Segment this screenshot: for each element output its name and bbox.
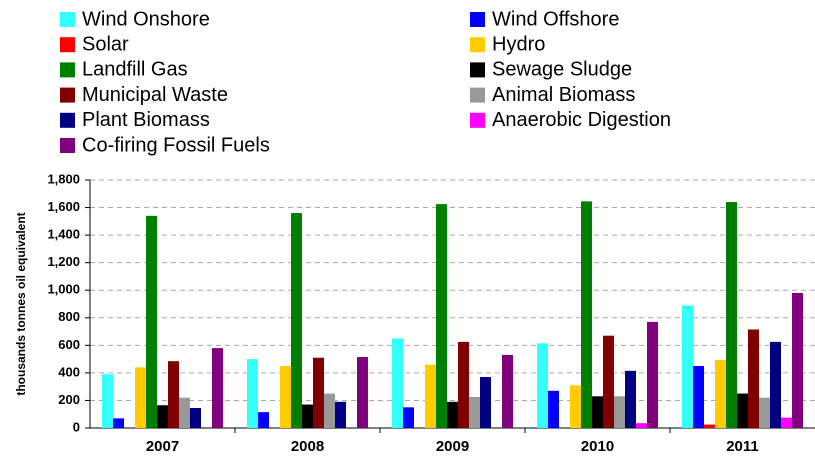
bar xyxy=(146,215,157,428)
legend-label: Wind Onshore xyxy=(82,8,210,30)
bar xyxy=(113,418,124,428)
y-tick-label: 1,600 xyxy=(47,199,80,214)
bar xyxy=(157,405,168,428)
bar xyxy=(715,359,726,428)
bar xyxy=(570,385,581,428)
bar xyxy=(179,397,190,428)
bar xyxy=(168,361,179,428)
legend-swatch xyxy=(470,37,485,53)
bar xyxy=(247,359,258,428)
legend-label: Wind Offshore xyxy=(492,8,619,30)
bar xyxy=(625,370,636,428)
bar xyxy=(425,364,436,428)
legend-swatch xyxy=(60,138,75,153)
bar xyxy=(324,393,335,428)
bar xyxy=(480,377,491,428)
legend-swatch xyxy=(60,62,75,78)
bar xyxy=(135,367,146,428)
bar xyxy=(614,396,625,428)
x-tick-label: 2011 xyxy=(726,438,759,455)
bar xyxy=(502,354,513,428)
bar xyxy=(682,305,693,428)
y-tick-label: 1,400 xyxy=(47,227,80,242)
bar xyxy=(548,390,559,428)
bar xyxy=(603,335,614,428)
bar xyxy=(693,366,704,428)
bar xyxy=(759,397,770,428)
bar xyxy=(581,201,592,428)
bar xyxy=(792,292,803,428)
bar xyxy=(357,357,368,428)
legend-label: Solar xyxy=(82,33,129,55)
bar xyxy=(469,397,480,428)
legend-label: Hydro xyxy=(492,33,545,55)
bar xyxy=(726,202,737,428)
y-tick-label: 1,200 xyxy=(47,254,80,269)
y-tick-label: 800 xyxy=(58,309,80,324)
legend-label: Municipal Waste xyxy=(82,84,228,106)
y-tick-label: 1,000 xyxy=(47,282,80,297)
legend-swatch xyxy=(470,62,485,78)
legend-label: Animal Biomass xyxy=(492,84,635,106)
bar xyxy=(302,404,313,428)
bar xyxy=(280,366,291,428)
legend-swatch xyxy=(60,12,75,27)
bar xyxy=(770,341,781,428)
legend-swatch xyxy=(60,112,75,128)
x-tick-label: 2009 xyxy=(436,438,469,455)
legend-swatch xyxy=(470,87,485,103)
bar xyxy=(436,204,447,428)
bar xyxy=(403,407,414,428)
y-tick-label: 200 xyxy=(58,392,80,407)
y-tick-label: 400 xyxy=(58,364,80,379)
bar xyxy=(190,408,201,428)
bar xyxy=(291,213,302,428)
legend-label: Landfill Gas xyxy=(82,59,188,81)
bar xyxy=(704,424,715,428)
legend-label: Co-firing Fossil Fuels xyxy=(82,134,270,156)
y-tick-label: 600 xyxy=(58,337,80,352)
bar xyxy=(335,401,346,428)
legend-label: Anaerobic Digestion xyxy=(492,109,671,131)
legend-swatch xyxy=(470,112,485,128)
legend-label: Sewage Sludge xyxy=(492,59,632,81)
legend-label: Plant Biomass xyxy=(82,109,210,131)
bar xyxy=(647,321,658,428)
bar xyxy=(258,412,269,428)
y-tick-label: 0 xyxy=(73,419,80,434)
bar xyxy=(458,341,469,428)
x-tick-label: 2008 xyxy=(291,438,324,455)
legend-swatch xyxy=(60,37,75,53)
bar xyxy=(313,357,324,428)
bar xyxy=(392,338,403,428)
x-tick-label: 2010 xyxy=(581,438,614,455)
bar xyxy=(592,396,603,428)
bar xyxy=(212,348,223,428)
x-tick-label: 2007 xyxy=(146,438,179,455)
y-tick-label: 1,800 xyxy=(47,171,80,186)
bar xyxy=(102,374,113,428)
bar xyxy=(447,401,458,428)
bar xyxy=(636,423,647,428)
bar xyxy=(537,343,548,428)
y-axis-title: thousands tonnes oil equivalent xyxy=(14,212,28,395)
bar xyxy=(748,329,759,428)
bar xyxy=(781,417,792,428)
bar xyxy=(737,393,748,428)
legend-swatch xyxy=(60,87,75,103)
legend-swatch xyxy=(470,12,485,27)
